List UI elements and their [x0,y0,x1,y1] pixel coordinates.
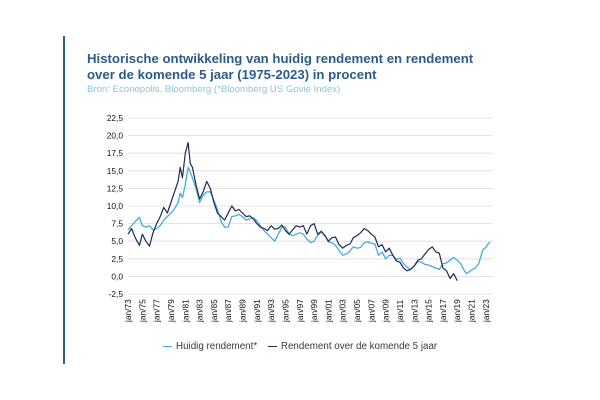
x-tick-label: jan/91 [252,299,262,323]
x-tick-label: jan/23 [481,299,491,323]
legend-label-forward: Rendement over de komende 5 jaar [280,340,438,352]
x-tick-label: jan/17 [438,299,448,323]
chart-title: Historische ontwikkeling van huidig rend… [87,51,547,83]
x-tick-label: jan/83 [195,299,205,323]
x-tick-label: jan/93 [266,299,276,323]
x-tick-label: jan/09 [381,299,391,323]
chart-legend: Huidig rendement* Rendement over de kome… [163,339,445,352]
x-tick-label: jan/13 [409,299,419,323]
x-axis-ticks: jan/73 jan/75 jan/77 jan/79 jan/81 jan/83 jan/… [123,299,491,323]
x-tick-label: jan/01 [323,299,333,323]
x-tick-label: jan/89 [238,299,248,323]
x-tick-label: jan/75 [137,299,147,323]
legend-swatch-current [163,345,172,347]
x-tick-label: jan/07 [366,299,376,323]
series-lines [127,142,491,281]
chart-source: Bron: Econopolis, Bloomberg (*Bloomberg … [87,84,341,95]
gridlines [128,117,493,295]
y-tick-label: 10,0 [107,201,124,211]
series-line-huidig-rendement [127,166,491,275]
legend-label-current: Huidig rendement* [176,340,258,352]
x-tick-label: jan/85 [209,299,219,323]
chart-title-line-1: Historische ontwikkeling van huidig rend… [87,51,474,66]
x-tick-label: jan/79 [166,299,176,323]
x-tick-label: jan/99 [309,299,319,323]
x-tick-label: jan/11 [395,299,405,323]
y-tick-label: 7,5 [111,219,123,229]
x-tick-label: jan/87 [223,299,233,323]
x-tick-label: jan/03 [338,299,348,323]
y-tick-label: 15,0 [107,166,124,176]
y-tick-label: 2,5 [111,254,123,264]
x-tick-label: jan/81 [180,299,190,323]
series-line-rendement-komende-5-jaar [127,142,458,281]
x-tick-label: jan/77 [152,299,162,323]
x-tick-label: jan/21 [467,299,477,323]
legend-item-current: Huidig rendement* [163,341,257,352]
y-tick-label: -2,5 [109,289,124,299]
y-tick-label: 0,0 [111,271,123,281]
legend-swatch-forward [267,345,277,347]
y-axis-ticks: 22,5 20,0 17,5 15,0 12,5 10,0 7,5 5,0 2,5 0,0 -2,5 [107,113,124,299]
y-tick-label: 22,5 [107,113,124,123]
y-tick-label: 17,5 [107,148,124,158]
y-tick-label: 5,0 [111,236,123,246]
x-tick-label: jan/05 [352,299,362,323]
accent-bar [63,36,65,364]
x-tick-label: jan/73 [123,299,133,323]
y-tick-label: 12,5 [107,183,124,193]
x-tick-label: jan/97 [295,299,305,323]
x-tick-label: jan/15 [424,299,434,323]
x-tick-label: jan/95 [280,299,290,323]
legend-item-forward: Rendement over de komende 5 jaar [267,340,438,352]
y-tick-label: 20,0 [107,131,124,141]
x-tick-label: jan/19 [452,299,462,323]
chart-title-line-2: over de komende 5 jaar (1975-2023) in pr… [87,67,377,82]
